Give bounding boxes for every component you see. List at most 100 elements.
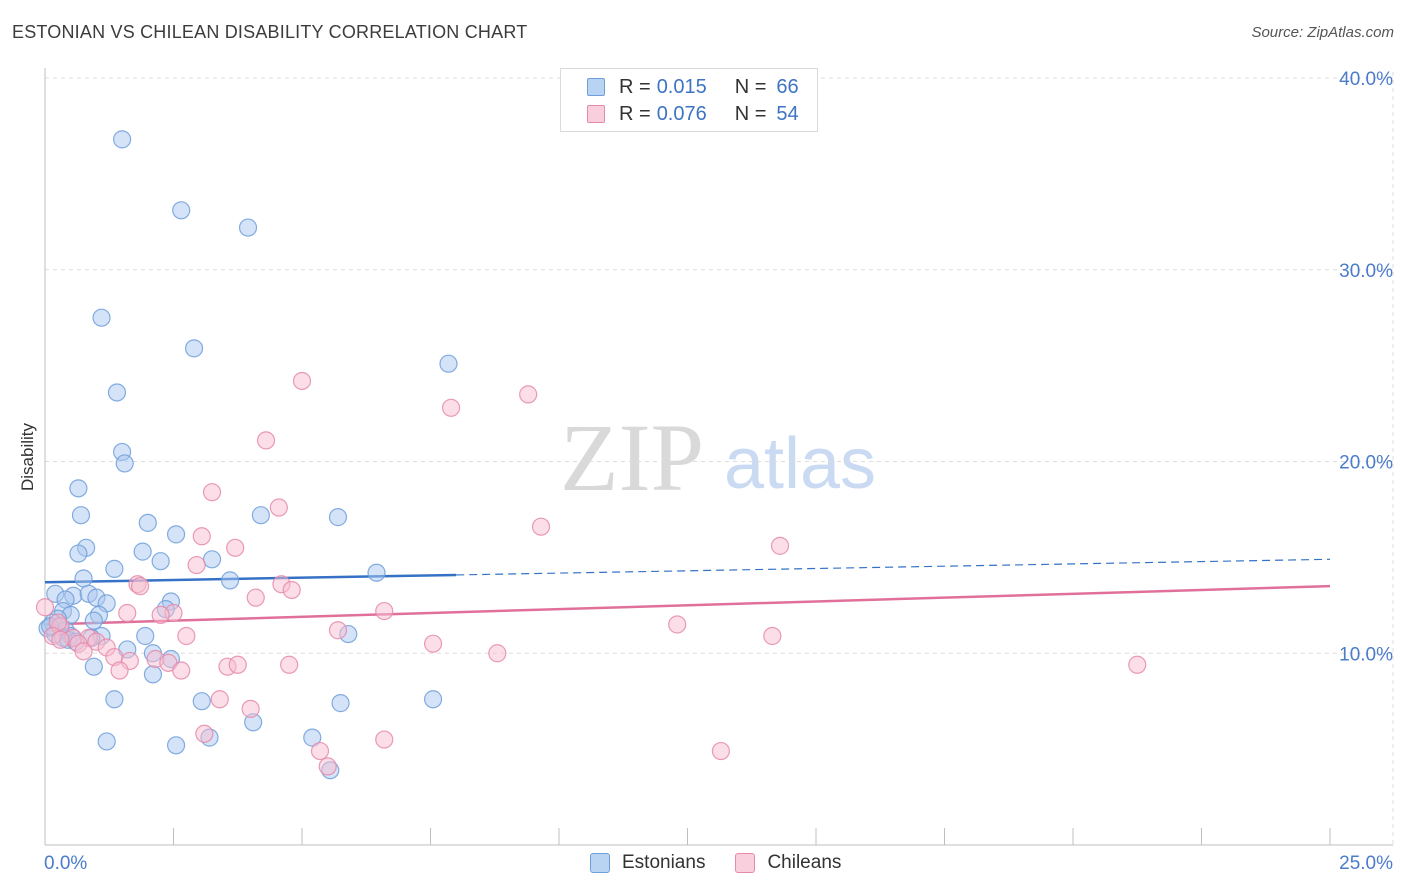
estonian-trend-line-dashed [456,558,1331,576]
chilean-point [74,642,93,661]
chilean-point [282,580,301,600]
legend-r-label: R = [619,102,651,125]
x-tick-label-min: 0.0% [44,853,87,874]
chilean-point [246,588,265,607]
chilean-point [195,724,214,743]
chileans-label: Chileans [767,852,842,873]
estonians-swatch [590,853,610,873]
watermark-zip: ZIP [560,404,704,511]
chilean-point [51,630,70,649]
estonian-point [220,571,240,590]
estonian-point [367,563,386,582]
estonian-point [84,657,103,676]
chilean-point [519,385,538,404]
chilean-point [318,757,337,776]
chilean-point [423,634,443,653]
estonian-point [202,550,222,569]
estonian-point [303,728,322,747]
chilean-point [228,655,247,674]
chilean-point [210,690,229,709]
chilean-point [292,371,312,391]
estonian-point [136,626,155,646]
estonian-point [423,690,443,709]
estonian-point [192,692,211,711]
chilean-point [375,601,394,621]
estonian-trend-line [44,573,457,584]
estonian-point [331,694,350,713]
chilean-point [711,741,731,761]
legend-r-value: 0.015 [656,75,707,98]
chilean-point [770,536,790,555]
chilean-point [110,661,129,680]
y-axis-label: Disability [18,422,37,491]
chilean-point [375,730,394,749]
legend-row-chileans: R = 0.076 N = 54 [587,102,799,126]
y-tick-label: 40.0% [1339,69,1393,90]
chilean-point [130,577,150,596]
legend-n-label: N = [734,102,767,125]
source-note: Source: ZipAtlas.com [1251,24,1394,41]
legend-swatch-chileans [587,105,605,123]
estonian-point [172,201,191,220]
estonian-point [143,665,163,684]
legend-row-estonians: R = 0.015 N = 66 [587,75,799,99]
chilean-point [328,621,348,640]
chilean-point [488,644,507,663]
estonian-point [238,218,258,237]
legend-n-label: N = [734,75,767,98]
estonian-point [105,690,124,709]
chilean-point [177,626,196,646]
chilean-point [241,699,260,718]
legend-swatch-estonians [587,78,605,96]
chilean-point [226,538,245,557]
estonian-point [439,354,458,373]
chileans-swatch [735,853,756,873]
estonian-point [151,552,170,571]
chilean-point [202,483,222,502]
estonian-point [84,611,103,630]
series-legend: Estonians Chileans [590,852,871,874]
estonian-point [97,732,116,751]
estonian-point [74,569,93,588]
chilean-point [310,741,330,761]
chilean-point [151,605,170,625]
chilean-point [763,626,782,646]
chilean-point [192,527,211,546]
estonian-point [133,542,152,561]
series-legend-estonians[interactable]: Estonians [590,852,705,874]
estonian-point [107,383,127,402]
legend-r-value: 0.076 [656,102,707,125]
chart-title: ESTONIAN VS CHILEAN DISABILITY CORRELATI… [12,22,528,42]
chilean-point [531,517,551,536]
estonian-point [328,508,348,527]
legend-r-label: R = [619,75,651,98]
estonian-point [166,736,186,755]
chilean-point [35,598,55,617]
chilean-point [441,398,461,417]
estonian-point [138,513,157,532]
estonian-point [115,454,134,473]
chilean-point [118,603,137,623]
estonian-point [105,559,124,578]
estonian-point [71,506,91,525]
estonian-point [112,130,132,149]
chilean-point [187,555,206,575]
series-legend-chileans[interactable]: Chileans [735,852,841,874]
chilean-point [269,498,288,517]
y-tick-label: 20.0% [1339,453,1393,474]
estonian-point [184,339,204,358]
stats-legend: R = 0.015 N = 66 R = 0.076 N = 54 [560,68,818,132]
chilean-trend-line [44,584,1331,626]
y-tick-label: 30.0% [1339,261,1393,282]
estonian-point [251,506,270,525]
estonian-point [69,544,88,563]
y-tick-label: 10.0% [1339,644,1393,665]
estonians-label: Estonians [622,852,706,873]
chilean-point [172,661,191,680]
watermark-atlas: atlas [724,424,876,504]
chilean-point [1128,655,1147,674]
estonian-point [92,308,111,327]
estonian-point [69,479,88,498]
estonian-point [166,525,186,544]
